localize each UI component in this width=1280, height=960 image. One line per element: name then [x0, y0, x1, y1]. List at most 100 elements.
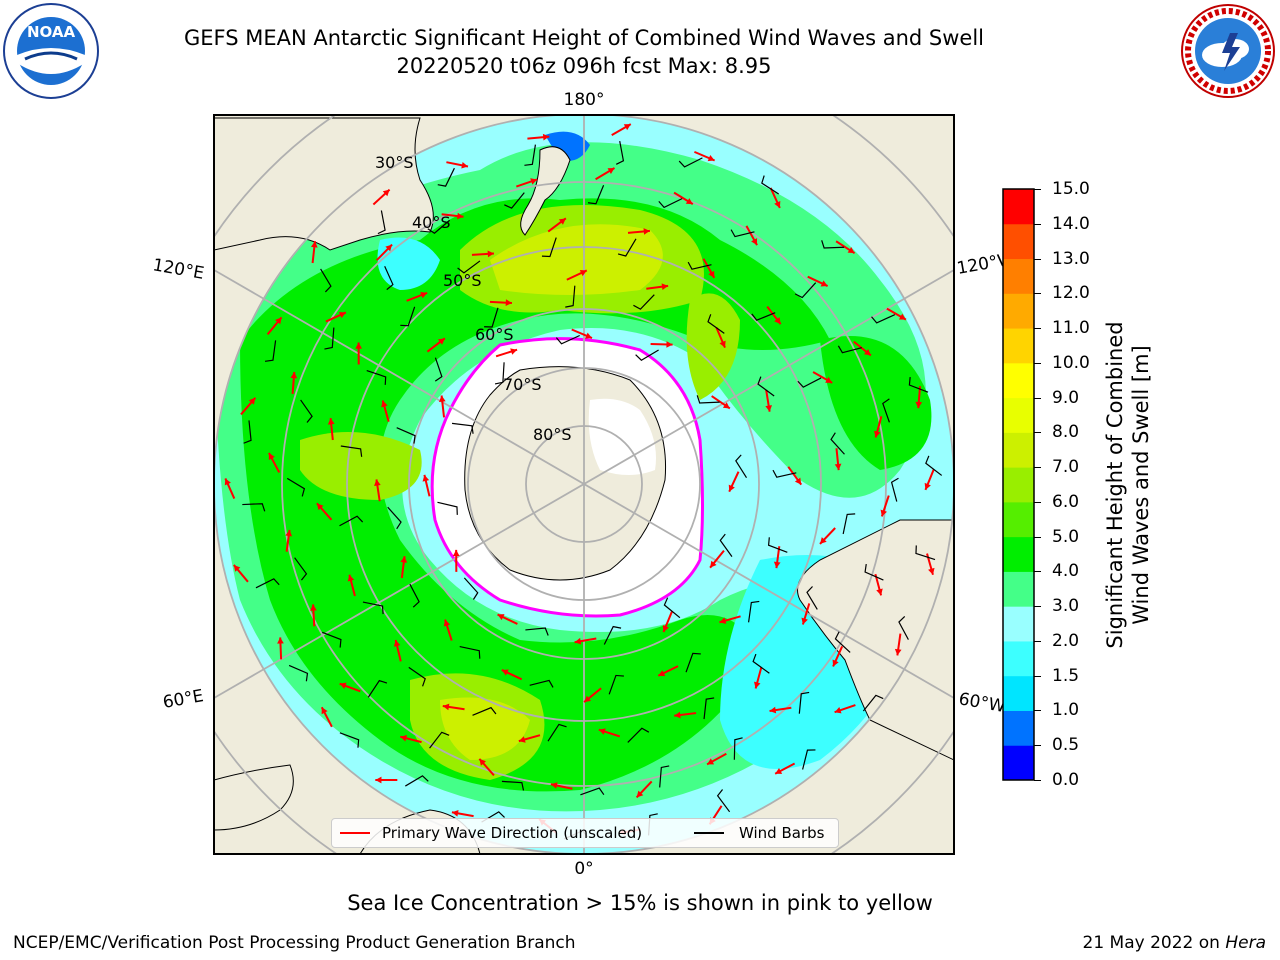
colorbar-tick — [1034, 362, 1041, 364]
colorbar-tick — [1034, 432, 1041, 434]
wave-arrow-head — [658, 670, 666, 677]
wave-arrow-head — [894, 648, 902, 656]
wind-barb — [580, 787, 605, 796]
colorbar-segment — [1003, 293, 1034, 329]
footer-producer: NCEP/EMC/Verification Post Processing Pr… — [13, 933, 576, 953]
wind-barb — [565, 285, 576, 308]
wind-barb — [757, 376, 775, 397]
colorbar-tick-label: 9.0 — [1052, 387, 1080, 408]
wind-barb — [864, 564, 884, 581]
ice-shelf — [588, 398, 656, 475]
map-legend: Primary Wave Direction (unscaled) Wind B… — [331, 818, 839, 848]
wave-arrow-head — [719, 617, 727, 624]
colorbar-tick-label: 2.0 — [1052, 630, 1080, 651]
wind-barb — [472, 706, 497, 716]
wind-barb — [555, 334, 580, 345]
wind-barb — [324, 327, 335, 350]
wave-arrow-head — [825, 376, 833, 383]
wave-arrow-head — [719, 340, 726, 348]
lat-label-50s: 50°S — [443, 271, 482, 290]
wave-arrow-head — [773, 561, 781, 569]
wave-arrow-head — [898, 313, 906, 320]
wave-arrow-head — [643, 228, 650, 235]
colorbar-segment — [1003, 328, 1034, 364]
wind-barb — [242, 503, 266, 512]
wind-barb — [587, 184, 605, 205]
land-new-zealand — [520, 146, 571, 236]
map-frame — [213, 114, 955, 855]
wind-barb — [434, 357, 443, 382]
colorbar-tick — [1034, 745, 1041, 747]
wave-arrow-head — [874, 430, 881, 438]
wave-arrow-head — [339, 682, 347, 689]
wind-barb — [339, 515, 364, 527]
colorbar-tick-label: 14.0 — [1052, 213, 1090, 234]
wind-barb — [696, 395, 720, 404]
wave-arrow-head — [457, 212, 464, 220]
colorbar-segment — [1003, 675, 1034, 711]
lat-label-80s: 80°S — [533, 425, 572, 444]
lat-label-60s: 60°S — [475, 325, 514, 344]
wave-arrow-head — [598, 728, 606, 735]
wave-arrow-head — [880, 509, 887, 517]
footer-date-text: 21 May 2022 on — [1082, 933, 1226, 953]
colorbar-tick — [1034, 675, 1041, 677]
wave-arrow-head — [607, 168, 615, 175]
land-australia — [214, 117, 434, 251]
colorbar-tick-label: 1.0 — [1052, 700, 1080, 721]
wind-barb — [806, 586, 818, 610]
wave-arrow-head — [338, 311, 346, 319]
wind-barb — [494, 362, 505, 385]
wind-barb — [400, 306, 416, 327]
wind-barb — [890, 477, 899, 502]
wave-arrow-head — [310, 241, 318, 248]
wind-barb — [659, 765, 670, 788]
sea-ice-note: Sea Ice Concentration > 15% is shown in … — [347, 891, 933, 915]
wave-arrow-head — [623, 124, 631, 131]
wind-barb — [842, 513, 856, 535]
wind-barb — [862, 694, 884, 712]
wind-barb — [459, 646, 481, 659]
colorbar-segment — [1003, 189, 1034, 225]
wave-arrow-head — [442, 703, 450, 711]
lat-label-40s: 40°S — [412, 213, 451, 232]
wave-arrow-head — [774, 317, 781, 325]
nws-logo — [1180, 3, 1276, 99]
wind-barb — [747, 600, 760, 623]
noaa-logo: NOAA — [3, 3, 99, 99]
wave-arrow-head — [662, 625, 669, 633]
wind-barb — [524, 144, 537, 166]
wave-arrow-head — [585, 332, 592, 339]
wave-arrow-head — [636, 790, 644, 798]
wave-arrow-head — [579, 269, 587, 277]
wind-barb — [408, 666, 426, 687]
wind-barb — [367, 679, 388, 698]
wind-barb — [525, 627, 549, 636]
wind-barb — [362, 601, 384, 615]
wave-arrow-head — [819, 537, 827, 544]
wind-barb — [678, 157, 703, 168]
colorbar-label-line2: Wind Waves and Swell [m] — [1129, 345, 1153, 625]
lat-label-70s: 70°S — [503, 375, 542, 394]
wind-barb — [451, 422, 474, 434]
wave-arrow-head — [558, 218, 566, 225]
wave-arrow-head — [510, 348, 518, 355]
colorbar-tick-label: 1.5 — [1052, 665, 1080, 686]
wave-arrow-head — [674, 711, 681, 719]
lon-label-180: 180° — [564, 90, 605, 110]
wind-barb — [405, 775, 429, 787]
wind-barb — [541, 237, 557, 258]
wave-arrow-head — [707, 758, 715, 765]
wind-barb — [798, 691, 810, 714]
wave-arrow-head — [505, 299, 512, 307]
wind-barb — [751, 312, 776, 321]
wind-barb — [409, 583, 420, 608]
wave-arrow-head — [863, 348, 871, 356]
colorbar-tick-label: 13.0 — [1052, 248, 1090, 269]
footer-host: Hera — [1225, 933, 1266, 953]
lon-label-0: 0° — [574, 859, 593, 879]
graticule — [214, 115, 954, 854]
wave-arrow-head — [574, 637, 582, 645]
barb-legend-label: Wind Barbs — [739, 824, 825, 842]
wind-barb — [915, 545, 936, 561]
